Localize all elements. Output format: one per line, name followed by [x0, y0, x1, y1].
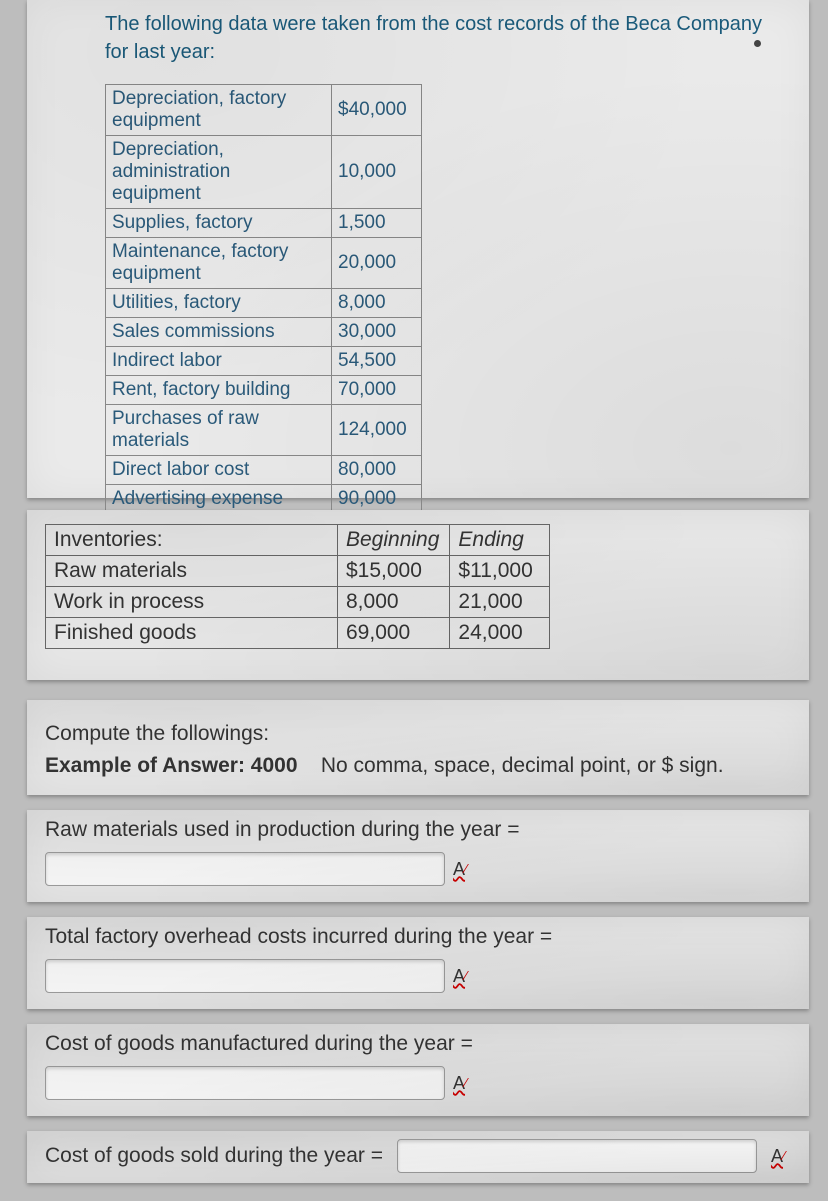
cost-value: $40,000: [332, 85, 422, 136]
cost-row: Supplies, factory1,500: [106, 209, 422, 238]
cost-label: Direct labor cost: [106, 456, 332, 485]
cost-row: Depreciation, administration equipment10…: [106, 136, 422, 209]
costs-table: Depreciation, factory equipment$40,000De…: [105, 84, 422, 572]
cost-value: 10,000: [332, 136, 422, 209]
question-2: Total factory overhead costs incurred du…: [27, 917, 809, 1009]
compute-heading: Compute the followings:: [45, 718, 789, 750]
spellcheck-icon[interactable]: A⁄: [453, 966, 467, 987]
cost-label: Maintenance, factory equipment: [106, 238, 332, 289]
col-ending: Ending: [450, 525, 550, 556]
inv-beginning: 8,000: [338, 587, 450, 618]
q4-label: Cost of goods sold during the year =: [45, 1144, 383, 1168]
cost-value: 30,000: [332, 318, 422, 347]
cost-row: Indirect labor54,500: [106, 347, 422, 376]
cost-row: Maintenance, factory equipment20,000: [106, 238, 422, 289]
cost-row: Sales commissions30,000: [106, 318, 422, 347]
q4-input[interactable]: [397, 1139, 757, 1173]
inventories-title: Inventories:: [46, 525, 338, 556]
inv-label: Raw materials: [46, 556, 338, 587]
inventory-row: Finished goods69,00024,000: [46, 618, 550, 649]
cost-label: Supplies, factory: [106, 209, 332, 238]
cost-row: Depreciation, factory equipment$40,000: [106, 85, 422, 136]
col-beginning: Beginning: [338, 525, 450, 556]
q3-label: Cost of goods manufactured during the ye…: [27, 1024, 809, 1066]
compute-instructions: Compute the followings: Example of Answe…: [27, 700, 809, 795]
inv-label: Work in process: [46, 587, 338, 618]
cost-label: Depreciation, factory equipment: [106, 85, 332, 136]
q1-input[interactable]: [45, 852, 445, 886]
q2-input[interactable]: [45, 959, 445, 993]
question-intro-and-costs: The following data were taken from the c…: [27, 0, 809, 498]
intro-text: The following data were taken from the c…: [27, 0, 809, 84]
cost-value: 1,500: [332, 209, 422, 238]
decorative-dot: [754, 40, 761, 47]
inventories-panel: Inventories: Beginning Ending Raw materi…: [27, 510, 809, 680]
inventory-row: Raw materials$15,000$11,000: [46, 556, 550, 587]
question-1: Raw materials used in production during …: [27, 810, 809, 902]
example-label: Example of Answer: 4000: [45, 754, 298, 777]
cost-value: 124,000: [332, 405, 422, 456]
q3-input[interactable]: [45, 1066, 445, 1100]
example-note: No comma, space, decimal point, or $ sig…: [321, 754, 724, 777]
cost-label: Sales commissions: [106, 318, 332, 347]
question-3: Cost of goods manufactured during the ye…: [27, 1024, 809, 1116]
inv-beginning: $15,000: [338, 556, 450, 587]
spellcheck-icon[interactable]: A⁄: [453, 1073, 467, 1094]
cost-row: Utilities, factory8,000: [106, 289, 422, 318]
question-4: Cost of goods sold during the year = A⁄: [27, 1131, 809, 1183]
cost-label: Rent, factory building: [106, 376, 332, 405]
cost-value: 80,000: [332, 456, 422, 485]
inv-ending: $11,000: [450, 556, 550, 587]
cost-value: 70,000: [332, 376, 422, 405]
spellcheck-icon[interactable]: A⁄: [771, 1146, 785, 1167]
q2-label: Total factory overhead costs incurred du…: [27, 917, 809, 959]
cost-label: Indirect labor: [106, 347, 332, 376]
cost-row: Rent, factory building70,000: [106, 376, 422, 405]
cost-label: Purchases of raw materials: [106, 405, 332, 456]
cost-row: Purchases of raw materials124,000: [106, 405, 422, 456]
inv-beginning: 69,000: [338, 618, 450, 649]
inv-ending: 24,000: [450, 618, 550, 649]
q1-label: Raw materials used in production during …: [27, 810, 809, 852]
cost-value: 20,000: [332, 238, 422, 289]
inventories-table: Inventories: Beginning Ending Raw materi…: [45, 524, 550, 649]
cost-label: Depreciation, administration equipment: [106, 136, 332, 209]
inv-label: Finished goods: [46, 618, 338, 649]
inv-ending: 21,000: [450, 587, 550, 618]
cost-value: 54,500: [332, 347, 422, 376]
inventory-row: Work in process8,00021,000: [46, 587, 550, 618]
spellcheck-icon[interactable]: A⁄: [453, 859, 467, 880]
cost-label: Utilities, factory: [106, 289, 332, 318]
cost-row: Direct labor cost80,000: [106, 456, 422, 485]
cost-value: 8,000: [332, 289, 422, 318]
